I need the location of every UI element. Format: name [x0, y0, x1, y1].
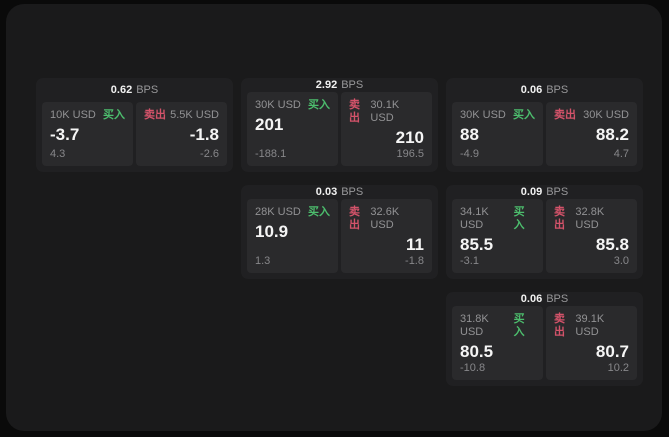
bps-unit-label: BPS — [341, 186, 364, 198]
sell-panel[interactable]: 卖出 5.5K USD -1.8 -2.6 — [136, 102, 227, 166]
buy-amount: 34.1K USD — [460, 206, 489, 231]
quote-card[interactable]: 0.09 BPS 34.1K USD 买入 85.5 -3.1 卖出 32.8K… — [446, 185, 643, 279]
buy-delta: -3.1 — [460, 255, 479, 267]
sell-amount: 32.8K USD — [575, 206, 605, 231]
sell-delta: 4.7 — [613, 148, 629, 160]
quote-card[interactable]: 0.06 BPS 31.8K USD 买入 80.5 -10.8 卖出 39.1… — [446, 292, 643, 386]
buy-amount: 10K USD — [50, 109, 96, 121]
sell-price: 210 — [395, 128, 424, 147]
bps-unit-label: BPS — [136, 84, 159, 96]
sell-delta: 3.0 — [613, 255, 629, 267]
sell-panel[interactable]: 卖出 39.1K USD 80.7 10.2 — [546, 306, 637, 380]
buy-delta: 4.3 — [50, 148, 66, 160]
sell-label: 卖出 — [554, 206, 565, 231]
sell-label: 卖出 — [349, 99, 360, 124]
sell-price: 88.2 — [595, 125, 629, 144]
bps-value: 0.06 — [520, 293, 543, 305]
buy-panel[interactable]: 31.8K USD 买入 80.5 -10.8 — [452, 306, 543, 380]
buy-delta: 1.3 — [255, 255, 271, 267]
card-header: 2.92 BPS — [247, 78, 432, 92]
sell-delta: 10.2 — [607, 362, 629, 374]
sell-amount: 39.1K USD — [575, 313, 605, 338]
sell-panel[interactable]: 卖出 32.8K USD 85.8 3.0 — [546, 199, 637, 273]
bps-value: 0.62 — [110, 84, 133, 96]
buy-amount: 30K USD — [255, 99, 301, 111]
buy-label: 买入 — [513, 313, 525, 338]
sell-label: 卖出 — [144, 109, 166, 121]
quote-card[interactable]: 0.03 BPS 28K USD 买入 10.9 1.3 卖出 32.6K US… — [241, 185, 438, 279]
sell-panel[interactable]: 卖出 32.6K USD 11 -1.8 — [341, 199, 432, 273]
sell-price: 11 — [406, 235, 424, 254]
buy-label: 买入 — [513, 206, 525, 231]
bps-value: 2.92 — [315, 79, 338, 91]
sell-panel[interactable]: 卖出 30.1K USD 210 196.5 — [341, 92, 432, 166]
sell-label: 卖出 — [554, 109, 576, 121]
quote-card[interactable]: 0.62 BPS 10K USD 买入 -3.7 4.3 卖出 5.5K USD — [36, 78, 233, 172]
sell-price: 80.7 — [595, 342, 629, 361]
buy-price: 80.5 — [460, 342, 494, 361]
bps-value: 0.09 — [520, 186, 543, 198]
buy-price: 10.9 — [255, 222, 289, 241]
buy-label: 买入 — [103, 109, 125, 121]
buy-delta: -4.9 — [460, 148, 479, 160]
buy-panel[interactable]: 34.1K USD 买入 85.5 -3.1 — [452, 199, 543, 273]
buy-panel[interactable]: 10K USD 买入 -3.7 4.3 — [42, 102, 133, 166]
sell-delta: -1.8 — [405, 255, 424, 267]
buy-price: 85.5 — [460, 235, 494, 254]
card-header: 0.06 BPS — [452, 292, 637, 306]
buy-amount: 31.8K USD — [460, 313, 489, 338]
card-header: 0.06 BPS — [452, 78, 637, 102]
card-header: 0.62 BPS — [42, 78, 227, 102]
buy-price: 88 — [460, 125, 479, 144]
buy-panel[interactable]: 30K USD 买入 201 -188.1 — [247, 92, 338, 166]
quote-card[interactable]: 0.06 BPS 30K USD 买入 88 -4.9 卖出 30K USD — [446, 78, 643, 172]
bps-unit-label: BPS — [341, 79, 364, 91]
sell-amount: 32.6K USD — [370, 206, 400, 231]
sell-label: 卖出 — [349, 206, 360, 231]
buy-panel[interactable]: 28K USD 买入 10.9 1.3 — [247, 199, 338, 273]
card-header: 0.03 BPS — [247, 185, 432, 199]
card-header: 0.09 BPS — [452, 185, 637, 199]
bps-unit-label: BPS — [546, 84, 569, 96]
buy-panel[interactable]: 30K USD 买入 88 -4.9 — [452, 102, 543, 166]
buy-price: 201 — [255, 115, 284, 134]
buy-delta: -188.1 — [255, 148, 287, 160]
buy-price: -3.7 — [50, 125, 80, 144]
sell-amount: 30.1K USD — [370, 99, 400, 124]
sell-price: 85.8 — [595, 235, 629, 254]
buy-label: 买入 — [513, 109, 535, 121]
sell-amount: 5.5K USD — [170, 109, 219, 121]
buy-delta: -10.8 — [460, 362, 486, 374]
sell-delta: -2.6 — [200, 148, 219, 160]
sell-delta: 196.5 — [396, 148, 424, 160]
sell-amount: 30K USD — [583, 109, 629, 121]
buy-label: 买入 — [308, 99, 330, 111]
buy-amount: 28K USD — [255, 206, 301, 218]
sell-price: -1.8 — [189, 125, 219, 144]
quote-card[interactable]: 2.92 BPS 30K USD 买入 201 -188.1 卖出 30.1K … — [241, 78, 438, 172]
sell-label: 卖出 — [554, 313, 565, 338]
quote-cards-grid: 0.62 BPS 10K USD 买入 -3.7 4.3 卖出 5.5K USD — [36, 78, 643, 386]
main-panel: 0.62 BPS 10K USD 买入 -3.7 4.3 卖出 5.5K USD — [6, 4, 662, 431]
bps-value: 0.06 — [520, 84, 543, 96]
buy-amount: 30K USD — [460, 109, 506, 121]
sell-panel[interactable]: 卖出 30K USD 88.2 4.7 — [546, 102, 637, 166]
bps-unit-label: BPS — [546, 293, 569, 305]
bps-value: 0.03 — [315, 186, 338, 198]
buy-label: 买入 — [308, 206, 330, 218]
bps-unit-label: BPS — [546, 186, 569, 198]
